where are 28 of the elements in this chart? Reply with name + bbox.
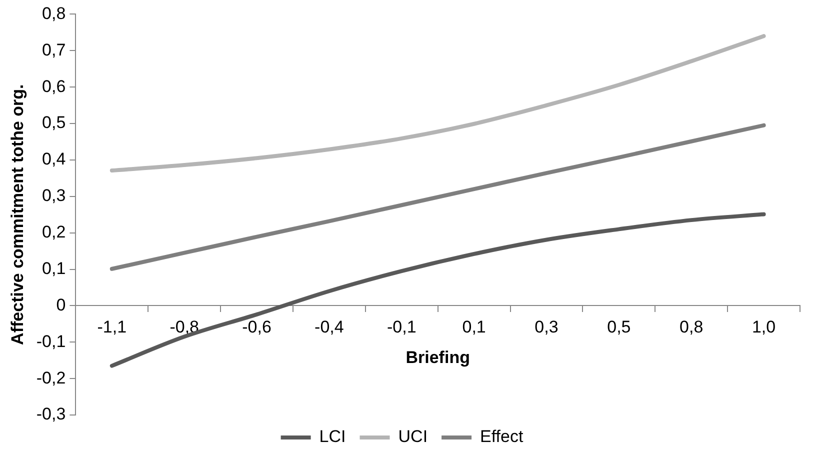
y-tick-label: 0 — [56, 295, 66, 314]
y-tick-label: 0,3 — [42, 186, 66, 206]
x-tick-label: 1,0 — [752, 318, 776, 337]
y-tick-label: 0,8 — [42, 4, 66, 23]
x-tick-label: -0,6 — [242, 318, 272, 337]
x-tick-label: 0,5 — [607, 318, 631, 337]
x-tick-label: -1,1 — [97, 318, 127, 337]
line-series — [110, 34, 766, 173]
y-axis-title: Affective commitment tothe org. — [8, 84, 27, 345]
y-tick-label: -0,1 — [36, 332, 66, 351]
y-tick-label: 0,4 — [42, 150, 66, 169]
legend-label: Effect — [480, 427, 524, 446]
y-tick-label: -0,2 — [36, 368, 66, 388]
legend-label: UCI — [398, 427, 428, 446]
x-tick-label: 0,1 — [462, 318, 486, 337]
x-tick-label: -0,1 — [386, 318, 416, 337]
y-tick-label: 0,6 — [42, 76, 66, 96]
x-axis-title: Briefing — [406, 348, 470, 367]
y-tick-label: -0,3 — [36, 404, 66, 424]
y-tick-label: 0,5 — [42, 113, 66, 132]
x-tick-label: -0,4 — [314, 318, 344, 337]
legend-label: LCI — [319, 427, 346, 446]
x-tick-label: 0,8 — [680, 318, 704, 337]
y-tick-label: 0,1 — [42, 258, 66, 278]
x-tick-label: 0,3 — [534, 318, 558, 337]
line-series — [110, 123, 766, 271]
y-tick-label: 0,7 — [42, 40, 66, 60]
y-tick-label: 0,2 — [42, 222, 66, 242]
